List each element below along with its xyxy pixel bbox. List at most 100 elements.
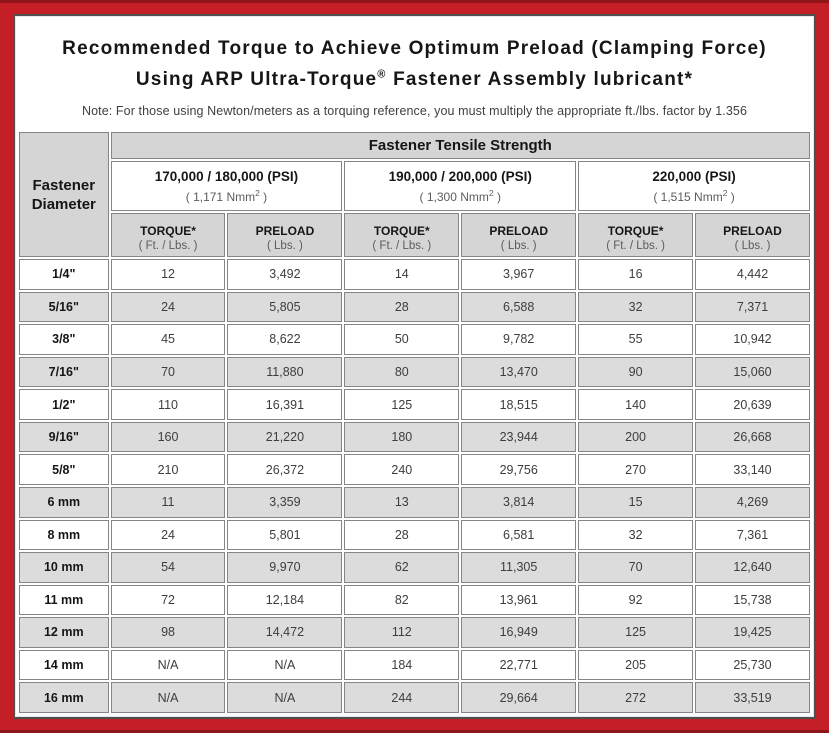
preload-value-cell: 18,515 — [461, 389, 577, 420]
psi-rating: 170,000 / 180,000 (PSI) — [154, 168, 299, 184]
preload-value-cell: 15,060 — [695, 356, 810, 388]
fastener-diameter-cell: 1/4" — [19, 259, 109, 290]
preload-value-cell: 26,372 — [227, 454, 343, 485]
torque-value-cell: 240 — [344, 454, 460, 485]
preload-value-cell: 3,967 — [461, 259, 577, 290]
table-row: 12 mm 98 14,472 112 16,949 125 19,425 — [19, 617, 810, 648]
preload-value-cell: 3,359 — [227, 486, 343, 518]
table-row: 6 mm 11 3,359 13 3,814 15 4,269 — [19, 486, 810, 518]
table-row: 7/16" 70 11,880 80 13,470 90 15,060 — [19, 356, 810, 388]
strength-group-190-200: 190,000 / 200,000 (PSI) ( 1,300 Nmm2 ) — [344, 161, 577, 211]
table-row: 5/16" 24 5,805 28 6,588 32 7,371 — [19, 291, 810, 323]
torque-value-cell: 72 — [110, 584, 226, 616]
torque-value-cell: 125 — [344, 389, 460, 420]
torque-value-cell: 70 — [578, 552, 694, 583]
preload-value-cell: 13,961 — [461, 584, 577, 616]
torque-value-cell: 70 — [110, 356, 226, 388]
preload-value-cell: N/A — [227, 682, 343, 713]
torque-value-cell: 62 — [344, 552, 460, 583]
fastener-diameter-cell: 7/16" — [19, 356, 109, 388]
fastener-diameter-cell: 1/2" — [19, 389, 109, 420]
torque-value-cell: 112 — [344, 617, 460, 648]
torque-value-cell: 180 — [344, 421, 460, 453]
torque-value-cell: 13 — [344, 486, 460, 518]
torque-value-cell: 140 — [578, 389, 694, 420]
preload-value-cell: 14,472 — [227, 617, 343, 648]
torque-value-cell: 54 — [110, 552, 226, 583]
torque-value-cell: 28 — [344, 291, 460, 323]
table-row: 14 mm N/A N/A 184 22,771 205 25,730 — [19, 649, 810, 681]
torque-value-cell: 98 — [110, 617, 226, 648]
torque-value-cell: 244 — [344, 682, 460, 713]
preload-value-cell: 29,664 — [461, 682, 577, 713]
document-panel: Recommended Torque to Achieve Optimum Pr… — [13, 14, 816, 719]
title-block: Recommended Torque to Achieve Optimum Pr… — [17, 18, 812, 130]
torque-value-cell: 184 — [344, 649, 460, 681]
preload-value-cell: 3,492 — [227, 259, 343, 290]
preload-value-cell: 5,801 — [227, 519, 343, 551]
fastener-diameter-cell: 5/8" — [19, 454, 109, 485]
torque-value-cell: 272 — [578, 682, 694, 713]
fastener-diameter-cell: 9/16" — [19, 421, 109, 453]
torque-column-header: TORQUE* ( Ft. / Lbs. ) — [110, 213, 226, 257]
preload-value-cell: 12,640 — [695, 552, 810, 583]
torque-value-cell: 24 — [110, 291, 226, 323]
registered-trademark-symbol: ® — [377, 69, 387, 81]
torque-value-cell: 200 — [578, 421, 694, 453]
torque-value-cell: 82 — [344, 584, 460, 616]
preload-value-cell: 16,949 — [461, 617, 577, 648]
tensile-strength-header: Fastener Tensile Strength — [110, 132, 810, 159]
fastener-diameter-cell: 3/8" — [19, 324, 109, 355]
fastener-diameter-cell: 14 mm — [19, 649, 109, 681]
torque-column-header: TORQUE* ( Ft. / Lbs. ) — [578, 213, 694, 257]
conversion-note: Note: For those using Newton/meters as a… — [81, 104, 747, 119]
fastener-diameter-cell: 10 mm — [19, 552, 109, 583]
psi-rating: 190,000 / 200,000 (PSI) — [388, 168, 532, 184]
torque-value-cell: 125 — [578, 617, 694, 648]
fastener-diameter-cell: 11 mm — [19, 584, 109, 616]
preload-value-cell: 33,140 — [695, 454, 810, 485]
table-row: 1/2" 110 16,391 125 18,515 140 20,639 — [19, 389, 810, 420]
torque-value-cell: 32 — [578, 291, 694, 323]
table-row: 9/16" 160 21,220 180 23,944 200 26,668 — [19, 421, 810, 453]
preload-value-cell: 7,371 — [695, 291, 810, 323]
preload-value-cell: 9,970 — [227, 552, 343, 583]
torque-column-header: TORQUE* ( Ft. / Lbs. ) — [344, 213, 460, 257]
table-row: 8 mm 24 5,801 28 6,581 32 7,361 — [19, 519, 810, 551]
preload-column-header: PRELOAD ( Lbs. ) — [695, 213, 810, 257]
torque-value-cell: 80 — [344, 356, 460, 388]
preload-value-cell: 13,470 — [461, 356, 577, 388]
preload-column-header: PRELOAD ( Lbs. ) — [461, 213, 577, 257]
nmm-rating: ( 1,515 Nmm2 ) — [653, 187, 735, 204]
nmm-rating: ( 1,171 Nmm2 ) — [185, 187, 268, 204]
preload-value-cell: 5,805 — [227, 291, 343, 323]
torque-value-cell: 110 — [110, 389, 226, 420]
torque-value-cell: 55 — [578, 324, 694, 355]
torque-preload-table: Fastener Diameter Fastener Tensile Stren… — [17, 130, 812, 715]
torque-value-cell: 160 — [110, 421, 226, 453]
table-row: 3/8" 45 8,622 50 9,782 55 10,942 — [19, 324, 810, 355]
preload-value-cell: 20,639 — [695, 389, 810, 420]
table-row: 5/8" 210 26,372 240 29,756 270 33,140 — [19, 454, 810, 485]
preload-value-cell: 8,622 — [227, 324, 343, 355]
nmm-rating: ( 1,300 Nmm2 ) — [419, 187, 501, 204]
torque-value-cell: 92 — [578, 584, 694, 616]
torque-value-cell: N/A — [110, 682, 226, 713]
preload-value-cell: 16,391 — [227, 389, 343, 420]
strength-group-220: 220,000 (PSI) ( 1,515 Nmm2 ) — [578, 161, 810, 211]
preload-value-cell: 4,269 — [695, 486, 810, 518]
table-body: 1/4" 12 3,492 14 3,967 16 4,442 5/16" 24… — [19, 259, 810, 713]
preload-value-cell: 11,305 — [461, 552, 577, 583]
page-title: Recommended Torque to Achieve Optimum Pr… — [17, 35, 812, 93]
torque-value-cell: 50 — [344, 324, 460, 355]
table-row: 10 mm 54 9,970 62 11,305 70 12,640 — [19, 552, 810, 583]
psi-rating: 220,000 (PSI) — [652, 168, 736, 184]
fastener-diameter-cell: 6 mm — [19, 486, 109, 518]
torque-value-cell: 15 — [578, 486, 694, 518]
torque-value-cell: 45 — [110, 324, 226, 355]
preload-column-header: PRELOAD ( Lbs. ) — [227, 213, 343, 257]
preload-value-cell: 9,782 — [461, 324, 577, 355]
table-header: Fastener Diameter Fastener Tensile Stren… — [19, 132, 810, 257]
torque-value-cell: 16 — [578, 259, 694, 290]
preload-value-cell: 29,756 — [461, 454, 577, 485]
